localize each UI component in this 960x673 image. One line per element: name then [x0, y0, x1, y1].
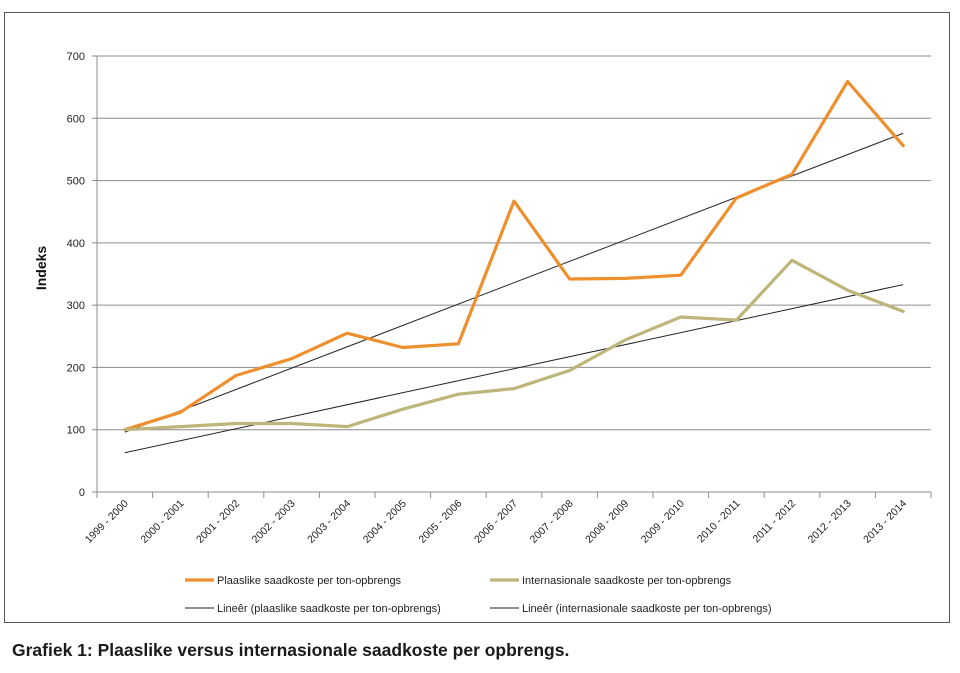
y-tick-label: 0: [79, 487, 85, 499]
x-tick-label: 2001 - 2002: [194, 498, 242, 546]
x-tick-label: 1999 - 2000: [83, 498, 131, 546]
x-tick-label: 2007 - 2008: [528, 498, 576, 546]
x-tick-label: 2003 - 2004: [305, 498, 353, 546]
y-tick-label: 500: [67, 176, 85, 188]
x-tick-label: 2013 - 2014: [861, 498, 909, 546]
figure-caption: Grafiek 1: Plaaslike versus internasiona…: [12, 640, 570, 660]
legend: Plaaslike saadkoste per ton-opbrengs Inte…: [185, 575, 772, 615]
gridlines: [97, 55, 931, 431]
x-tick-label: 2004 - 2005: [361, 498, 409, 546]
legend-label: Internasionale saadkoste per ton-opbreng…: [522, 575, 732, 587]
x-tick-label: 2006 - 2007: [472, 498, 520, 546]
chart-frame: [4, 12, 950, 623]
series-line: [123, 79, 905, 432]
x-tick-label: 2012 - 2013: [806, 498, 854, 546]
legend-label: Plaaslike saadkoste per ton-opbrengs: [217, 575, 402, 587]
y-axis-label: Indeks: [33, 246, 49, 291]
legend-label: Lineêr (plaaslike saadkoste per ton-opbr…: [217, 603, 441, 615]
y-tick-labels: 0 100 200 300 400 500 600 700: [67, 51, 85, 499]
x-tick-label: 2009 - 2010: [639, 498, 687, 546]
x-tick-label: 2000 - 2001: [138, 498, 186, 546]
trendline: [124, 284, 904, 454]
series-line: [123, 258, 905, 432]
x-tick-label: 2008 - 2009: [583, 498, 631, 546]
y-tick-label: 400: [67, 238, 85, 250]
y-tick-label: 200: [67, 362, 85, 374]
axes: [92, 55, 932, 498]
y-tick-label: 300: [67, 300, 85, 312]
data-series: [123, 79, 905, 432]
x-tick-label: 2002 - 2003: [250, 498, 298, 546]
trendlines: [124, 132, 904, 454]
y-tick-label: 700: [67, 51, 85, 63]
legend-label: Lineêr (internasionale saadkoste per ton…: [522, 603, 772, 615]
x-tick-label: 2010 - 2011: [695, 498, 743, 546]
x-tick-label: 2011 - 2012: [751, 498, 799, 546]
y-tick-label: 100: [67, 425, 85, 437]
y-tick-label: 600: [67, 113, 85, 125]
x-tick-labels: 1999 - 2000 2000 - 2001 2001 - 2002 2002 - …: [83, 498, 910, 546]
x-tick-label: 2005 - 2006: [416, 498, 464, 546]
